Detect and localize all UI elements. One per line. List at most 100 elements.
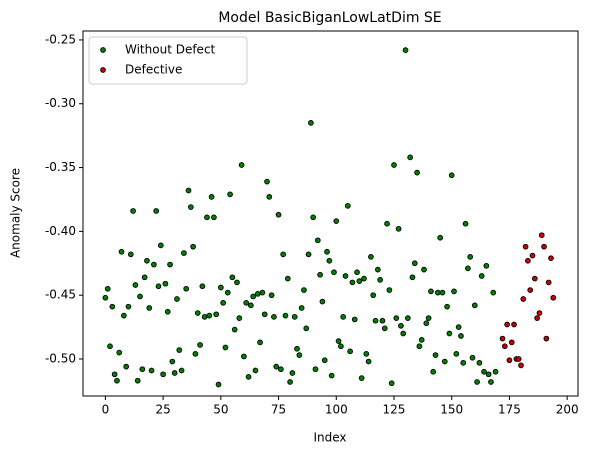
point xyxy=(261,311,268,318)
point xyxy=(275,211,282,218)
point xyxy=(356,278,363,284)
point xyxy=(428,288,434,295)
point xyxy=(333,218,340,225)
point xyxy=(439,289,446,296)
point xyxy=(501,343,508,350)
point xyxy=(372,317,379,324)
point xyxy=(391,162,397,168)
point xyxy=(139,366,146,373)
point xyxy=(155,283,162,290)
point xyxy=(227,191,233,198)
x-tick-label: 125 xyxy=(383,403,406,417)
point xyxy=(241,353,247,360)
point xyxy=(185,187,192,194)
legend-label: Without Defect xyxy=(125,43,216,57)
point xyxy=(349,279,356,286)
x-tick-label: 200 xyxy=(556,403,579,417)
point xyxy=(374,266,381,273)
point xyxy=(363,351,370,357)
point xyxy=(492,368,499,375)
point xyxy=(488,379,494,385)
point xyxy=(298,305,305,311)
x-tick-label: 100 xyxy=(325,403,348,417)
point xyxy=(157,242,164,249)
point xyxy=(409,274,416,281)
point xyxy=(344,202,351,209)
point xyxy=(317,271,323,278)
point xyxy=(462,220,469,227)
point xyxy=(294,345,300,352)
y-tick-label: -0.30 xyxy=(45,96,76,110)
point xyxy=(109,303,116,310)
point xyxy=(536,310,543,316)
point xyxy=(211,214,217,221)
point xyxy=(264,178,270,185)
point xyxy=(469,354,476,361)
point xyxy=(167,261,173,268)
point xyxy=(107,343,113,350)
point xyxy=(398,322,404,329)
point xyxy=(141,274,148,281)
point xyxy=(455,324,462,330)
point xyxy=(421,266,427,273)
point xyxy=(151,261,157,268)
y-tick-label: -0.50 xyxy=(45,351,76,365)
point xyxy=(404,315,411,322)
point xyxy=(460,359,467,366)
y-axis-label: Anomaly Score xyxy=(9,168,23,258)
point xyxy=(370,292,377,299)
point xyxy=(271,314,277,320)
x-tick-label: 75 xyxy=(271,403,286,417)
point xyxy=(368,254,374,260)
point xyxy=(324,248,330,255)
legend-marker xyxy=(100,67,106,73)
point xyxy=(354,269,360,276)
point xyxy=(213,311,220,318)
point xyxy=(538,232,545,239)
point xyxy=(414,169,420,176)
point xyxy=(243,299,250,306)
point xyxy=(499,335,506,342)
point xyxy=(506,357,513,364)
point xyxy=(529,252,536,259)
point xyxy=(222,344,229,351)
point xyxy=(342,273,349,279)
point xyxy=(148,367,155,374)
point xyxy=(127,251,134,258)
point xyxy=(518,362,524,369)
point xyxy=(220,299,226,306)
point xyxy=(483,262,490,269)
point xyxy=(174,296,180,302)
point xyxy=(425,315,432,322)
point xyxy=(134,377,141,384)
point xyxy=(197,342,203,348)
point xyxy=(423,320,430,327)
x-axis-label: Index xyxy=(313,431,346,445)
point xyxy=(411,260,418,267)
point xyxy=(305,251,312,258)
plot-frame xyxy=(82,30,579,397)
point xyxy=(215,381,222,388)
point xyxy=(331,269,337,276)
point xyxy=(437,234,444,241)
point xyxy=(444,303,450,310)
point xyxy=(204,214,210,221)
point xyxy=(441,358,448,365)
point xyxy=(217,284,224,291)
point xyxy=(280,251,287,258)
point xyxy=(347,348,353,355)
point xyxy=(432,352,439,359)
point xyxy=(504,321,510,328)
point xyxy=(310,214,317,221)
point xyxy=(224,289,231,296)
point xyxy=(187,204,194,210)
point xyxy=(321,357,328,364)
point xyxy=(247,302,254,309)
point xyxy=(308,120,314,126)
chart-title: Model BasicBiganLowLatDim SE xyxy=(218,10,441,26)
point xyxy=(543,335,550,342)
point xyxy=(335,338,342,344)
point xyxy=(453,351,460,357)
point xyxy=(377,277,383,283)
point xyxy=(351,316,358,323)
